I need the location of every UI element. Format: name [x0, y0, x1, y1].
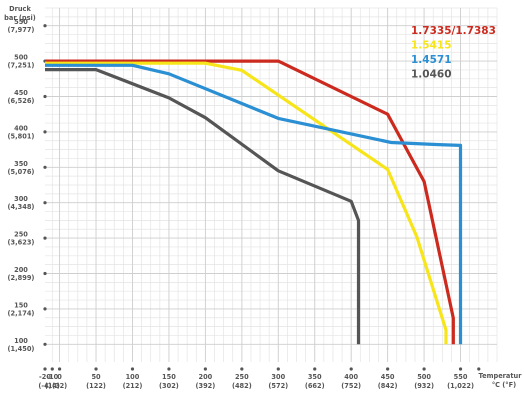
y-tick-dot	[43, 271, 47, 276]
legend-entry-4: 1.0460	[411, 69, 452, 81]
y-tick-sublabel: (4,348)	[8, 203, 35, 211]
y-tick-label: 250	[14, 231, 28, 239]
x-tick-sublabel: (302)	[159, 382, 179, 390]
x-tick-sublabel: (1,022)	[447, 382, 474, 390]
y-tick-label: 150	[14, 301, 28, 309]
y-tick-dot	[43, 165, 47, 169]
x-tick-label: -10	[46, 373, 58, 381]
y-tick-dot	[43, 94, 47, 99]
y-tick-sublabel: (5,076)	[8, 168, 35, 176]
series-line-2	[45, 61, 448, 345]
y-tick-label: 350	[14, 160, 28, 168]
x-tick-label: -20	[39, 373, 51, 381]
x-tick-label: 400	[344, 373, 358, 381]
axis-layer: Druck bar (psi) Temperatur °C (°F) 550(7…	[4, 5, 522, 390]
x-tick-sublabel: (212)	[123, 382, 143, 390]
y-tick-label: 400	[14, 124, 28, 132]
y-axis-title-line1: Druck	[9, 5, 31, 13]
x-tick-label: 0	[57, 373, 62, 381]
x-tick-sublabel: (-4)	[38, 382, 51, 390]
x-tick-label: 150	[162, 373, 176, 381]
y-tick-dot	[43, 307, 47, 311]
legend: 1.7335/1.7383 1.5415 1.4571 1.0460	[411, 25, 496, 81]
series-line-3	[45, 63, 463, 345]
y-tick-sublabel: (7,251)	[8, 62, 35, 70]
y-tick-sublabel: (7,977)	[8, 26, 35, 34]
x-tick-sublabel: (662)	[305, 382, 325, 390]
x-tick-label: 100	[126, 373, 140, 381]
x-tick-sublabel: (482)	[232, 382, 252, 390]
y-tick-label: 500	[14, 54, 28, 62]
y-tick-dot	[43, 130, 47, 134]
x-tick-dot	[94, 367, 98, 371]
x-tick-sublabel: (932)	[414, 382, 434, 390]
y-axis-title-line2: bar (psi)	[4, 14, 36, 22]
y-tick-dot	[43, 24, 47, 28]
x-tick-sublabel: (572)	[268, 382, 288, 390]
x-tick-sublabel: (842)	[378, 382, 398, 390]
y-tick-sublabel: (1,450)	[8, 345, 35, 353]
y-tick-label: 100	[14, 337, 28, 345]
x-tick-sublabel: (32)	[52, 382, 67, 390]
y-tick-sublabel: (5,801)	[8, 132, 35, 140]
x-tick-label: 300	[271, 373, 285, 381]
x-tick-dot	[57, 367, 62, 371]
y-tick-label: 300	[14, 195, 28, 203]
series-layer	[45, 59, 463, 345]
x-tick-dot	[386, 367, 390, 371]
legend-entry-3: 1.4571	[411, 54, 452, 66]
y-tick-sublabel: (2,899)	[8, 274, 35, 282]
x-tick-dot	[203, 367, 207, 371]
x-tick-sublabel: (392)	[195, 382, 215, 390]
y-tick-dot	[43, 342, 47, 346]
legend-entry-1: 1.7335/1.7383	[411, 25, 496, 37]
y-tick-sublabel: (3,623)	[8, 239, 35, 247]
x-tick-sublabel: (752)	[341, 382, 361, 390]
x-tick-dot	[240, 367, 244, 371]
series-line-4	[45, 68, 361, 345]
legend-entry-2: 1.5415	[411, 40, 452, 52]
y-tick-label: 550	[14, 18, 28, 26]
x-tick-dot	[167, 367, 171, 371]
x-tick-sublabel: (122)	[86, 382, 106, 390]
y-tick-dot	[43, 236, 47, 240]
y-tick-label: 450	[14, 89, 28, 97]
x-tick-dot	[349, 367, 353, 371]
x-tick-dot	[50, 367, 54, 371]
y-tick-dot	[43, 201, 47, 205]
y-tick-label: 200	[14, 266, 28, 274]
x-tick-label: 500	[417, 373, 431, 381]
x-tick-sublabel: (14)	[45, 382, 60, 390]
x-axis-title-line2: °C (°F)	[492, 381, 516, 389]
grid-layer	[45, 7, 498, 362]
x-tick-label: 350	[308, 373, 322, 381]
x-tick-label: 250	[235, 373, 249, 381]
y-tick-sublabel: (2,174)	[8, 309, 35, 317]
y-tick-sublabel: (6,526)	[8, 97, 35, 105]
x-tick-dot	[313, 367, 317, 371]
x-tick-label: 550	[454, 373, 468, 381]
x-tick-dot	[130, 367, 135, 371]
x-tick-label: 200	[199, 373, 213, 381]
series-line-1	[45, 59, 455, 345]
x-tick-label: 450	[381, 373, 395, 381]
x-tick-dot	[477, 367, 481, 371]
x-tick-dot	[43, 367, 47, 371]
x-tick-dot	[422, 367, 426, 371]
x-axis-title-line1: Temperatur	[479, 372, 523, 380]
x-tick-dot	[458, 367, 463, 371]
x-tick-dot	[276, 367, 280, 371]
x-tick-label: 50	[91, 373, 101, 381]
